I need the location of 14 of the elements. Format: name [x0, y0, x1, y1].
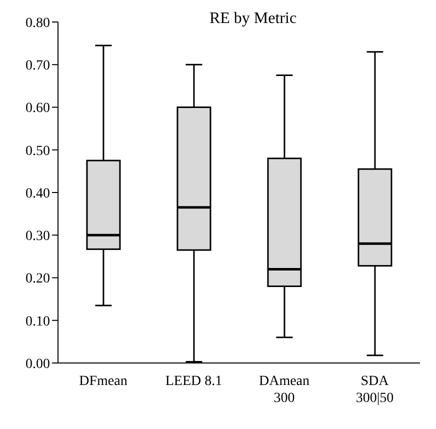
chart-title: RE by Metric	[208, 10, 298, 28]
y-tick-label: 0.40	[26, 186, 50, 202]
x-tick-label: DAmean 300	[258, 374, 310, 406]
y-tick-label: 0.80	[26, 16, 50, 31]
x-tick-label: DFmean	[79, 374, 128, 389]
y-tick-label: 0.10	[26, 314, 50, 330]
y-tick-label: 0.00	[26, 356, 50, 372]
y-tick-label: 0.70	[26, 58, 50, 74]
y-tick-label: 0.20	[26, 272, 50, 287]
y-tick-label: 0.50	[26, 144, 50, 159]
x-tick-label: SDA 300|50	[356, 374, 394, 406]
y-tick-label: 0.30	[26, 229, 50, 244]
x-tick-label: LEED 8.1	[165, 374, 222, 389]
y-tick-label: 0.60	[26, 101, 50, 116]
